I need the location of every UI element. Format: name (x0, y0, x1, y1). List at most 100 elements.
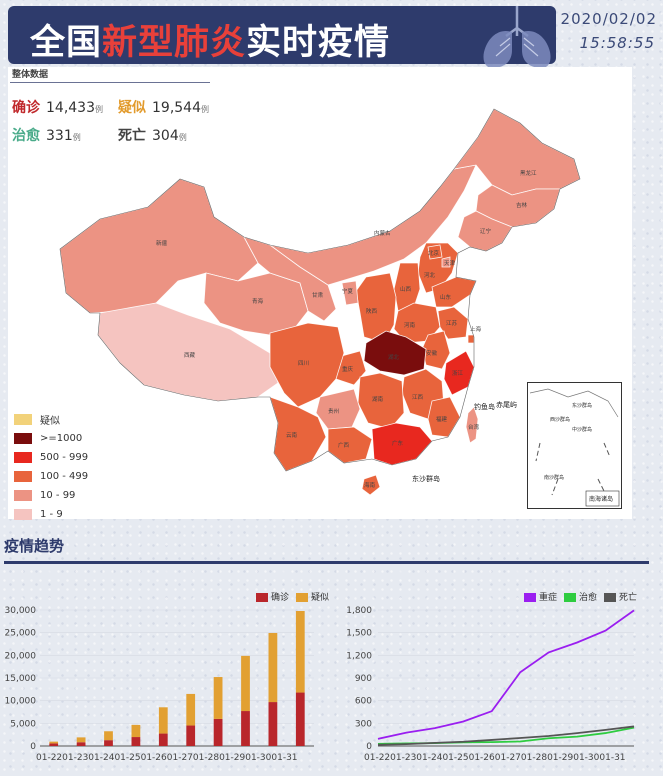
label-henan: 河南 (404, 321, 416, 329)
stat-confirmed-unit: 例 (95, 105, 103, 114)
province-ningxia[interactable] (341, 280, 359, 306)
stat-cured-label: 治愈 (12, 128, 40, 144)
legend-swatch (296, 593, 308, 602)
series-line-cured (377, 726, 635, 745)
y-tick-label: 15,000 (5, 674, 37, 684)
province-shanghai[interactable] (467, 334, 475, 344)
legend-suspected[interactable]: 疑似 (296, 590, 329, 603)
bar-confirmed (158, 733, 168, 746)
stat-deaths-label: 死亡 (118, 128, 146, 144)
stat-suspected-unit: 例 (201, 105, 209, 114)
bar-confirmed (76, 742, 86, 746)
legend-swatch (14, 509, 32, 520)
label-hubei: 湖北 (388, 353, 400, 361)
legend-confirmed[interactable]: 确诊 (256, 590, 289, 603)
bar-suspected (186, 693, 196, 726)
legend-item-500-999[interactable]: 500 - 999 (14, 448, 88, 467)
legend-cured[interactable]: 治愈 (564, 590, 597, 603)
label-yunnan: 云南 (286, 431, 298, 439)
province-hainan[interactable] (361, 474, 381, 496)
legend-item-100-499[interactable]: 100 - 499 (14, 467, 88, 486)
south-china-sea-inset: 东沙群岛 西沙群岛 中沙群岛 南沙群岛 南海诸岛 (527, 382, 622, 509)
stat-confirmed-value: 14,433 (46, 100, 95, 116)
trend-divider (4, 561, 649, 564)
legend-swatch (604, 593, 616, 602)
label-jiangxi: 江西 (412, 394, 424, 401)
inset-label-xisha: 西沙群岛 (550, 416, 570, 423)
legend-swatch (14, 490, 32, 501)
bar-suspected (76, 737, 86, 743)
y-tick-label: 1,200 (346, 651, 372, 661)
header-banner: 全国新型肺炎实时疫情 (8, 6, 556, 68)
bar-confirmed (131, 737, 141, 746)
province-heilongjiang[interactable] (453, 108, 581, 196)
province-jiangsu[interactable] (437, 306, 469, 340)
legend-label: 1 - 9 (40, 509, 63, 520)
bar-confirmed (213, 718, 223, 746)
label-dongsha: 东沙群岛 (412, 474, 440, 483)
bar-suspected (104, 731, 113, 741)
y-tick-label: 1,800 (346, 606, 372, 616)
bar-confirmed (295, 692, 305, 746)
legend-label: 疑似 (40, 416, 60, 427)
inset-map: 东沙群岛 西沙群岛 中沙群岛 南沙群岛 南海诸岛 (529, 388, 620, 507)
label-xizang: 西藏 (184, 351, 196, 359)
bar-suspected (241, 655, 250, 712)
inset-label-dongsha: 东沙群岛 (572, 402, 592, 409)
legend-label: 确诊 (271, 593, 290, 603)
stat-confirmed: 确诊 14,433例 (12, 97, 103, 117)
legend-item-suspected[interactable]: 疑似 (14, 410, 88, 429)
legend-swatch (14, 433, 32, 444)
time-display: 15:58:55 (579, 34, 655, 52)
province-beijing[interactable] (427, 244, 443, 260)
label-heilongjiang: 黑龙江 (520, 169, 537, 177)
label-zhejiang: 浙江 (452, 369, 464, 377)
legend-label: 疑似 (311, 593, 330, 603)
legend-severe[interactable]: 重症 (524, 590, 557, 603)
inset-label-nansha: 南沙群岛 (544, 474, 564, 481)
legend-item-10-99[interactable]: 10 - 99 (14, 486, 88, 505)
label-jiangsu: 江苏 (446, 319, 458, 327)
label-anhui: 安徽 (426, 349, 438, 357)
label-hunan: 湖南 (372, 395, 384, 403)
x-tick-labels: 01-2201-2301-2401-2501-2601-2701-2801-29… (36, 753, 298, 763)
bar-confirmed (186, 725, 196, 746)
legend-deaths[interactable]: 死亡 (604, 590, 637, 603)
stat-cured-unit: 例 (72, 133, 81, 142)
label-diaoyu: 钓鱼岛 (474, 402, 495, 411)
label-tianjin: 天津 (444, 260, 456, 267)
bar-confirmed (49, 743, 59, 746)
province-guangxi[interactable] (327, 426, 373, 464)
legend-item-1000plus[interactable]: >=1000 (14, 429, 88, 448)
bar-suspected (295, 611, 305, 693)
y-tick-label: 20,000 (5, 651, 37, 661)
stat-deaths-value: 304 (152, 128, 179, 144)
label-hainan: 海南 (364, 481, 376, 489)
stat-cured-value: 331 (46, 128, 73, 144)
series-line-deaths (377, 725, 635, 746)
y-tick-label: 30,000 (5, 606, 37, 616)
province-hunan[interactable] (357, 372, 405, 430)
legend-label: 治愈 (579, 593, 598, 603)
province-sichuan[interactable] (269, 322, 345, 408)
y-tick-label: 0 (366, 742, 372, 752)
legend-label: 死亡 (619, 593, 638, 603)
bar-suspected (268, 632, 278, 703)
bar-confirmed (241, 711, 250, 746)
legend-swatch (14, 471, 32, 482)
province-tianjin[interactable] (441, 256, 451, 268)
legend-item-1-9[interactable]: 1 - 9 (14, 505, 88, 524)
legend-label: 重症 (539, 593, 558, 603)
inset-label-zhongsha: 中沙群岛 (572, 426, 592, 433)
label-shanghai: 上海 (470, 325, 482, 333)
legend-label: 500 - 999 (40, 452, 89, 463)
province-hubei[interactable] (363, 330, 427, 376)
province-taiwan[interactable] (465, 406, 479, 444)
label-guangdong: 广东 (392, 439, 404, 447)
y-tick-label: 0 (30, 742, 36, 752)
label-sichuan: 四川 (298, 360, 309, 367)
label-gansu: 甘肃 (312, 291, 324, 299)
stat-suspected: 疑似 19,544例 (118, 97, 209, 117)
map-panel: 新疆 西藏 青海 甘肃 内蒙古 黑龙江 吉林 辽宁 北京 天津 河北 山西 陕西… (8, 67, 632, 520)
legend-swatch (564, 593, 576, 602)
